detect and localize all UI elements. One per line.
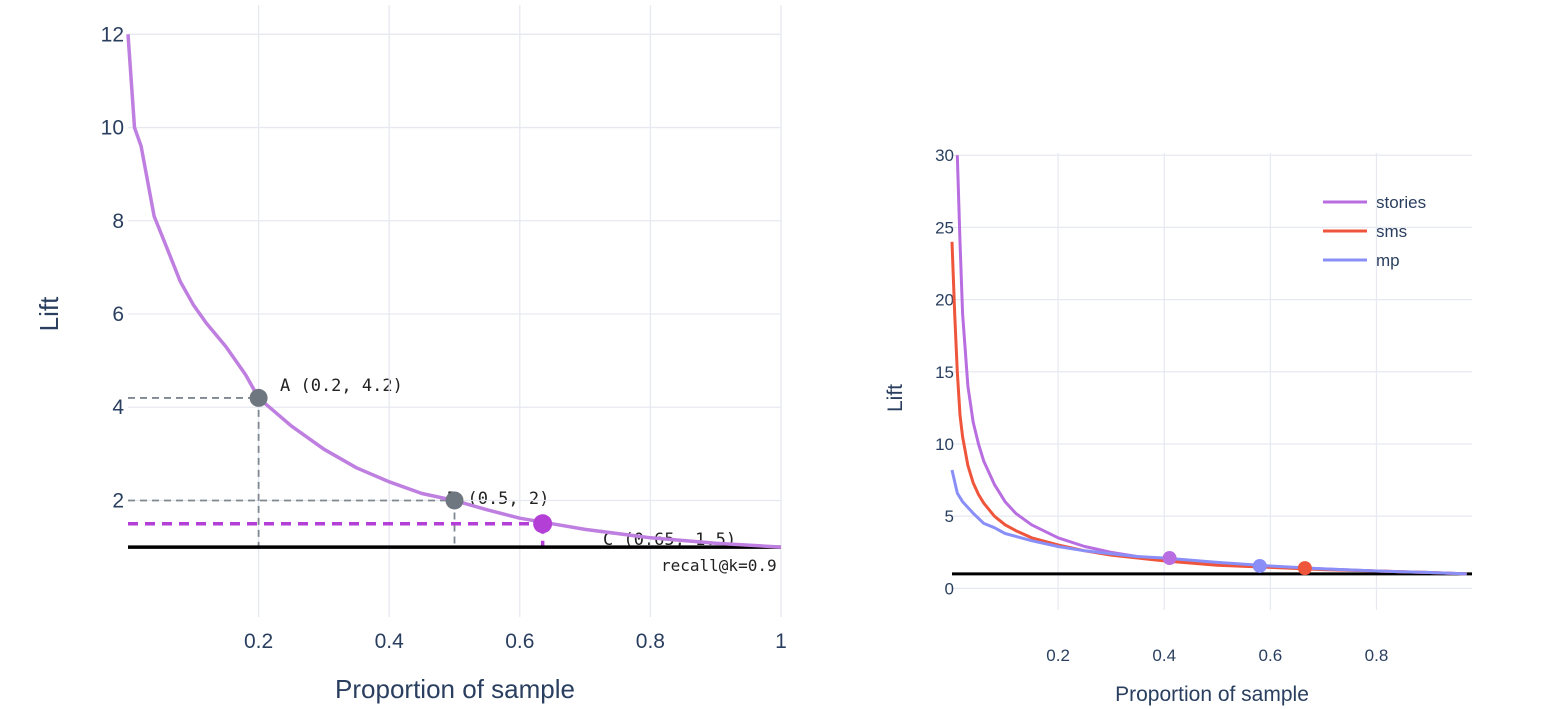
left-x-tick-label: 0.2: [244, 630, 273, 653]
right-y-tick-label: 10: [935, 435, 954, 454]
right-y-tick-label: 0: [945, 579, 954, 598]
left-y-tick-label: 12: [101, 23, 124, 46]
right-plot: 0.2 0.4 0.6 0.8 0 5 10 15 20 25 30: [935, 146, 1472, 665]
right-y-tick-label: 5: [945, 507, 954, 526]
recall-annotation: recall@k=0.9: [661, 556, 777, 575]
series-marker-sms: [1297, 561, 1312, 576]
left-x-tick-label: 0.4: [375, 630, 405, 653]
legend-label-mp[interactable]: mp: [1376, 251, 1400, 270]
lift-curve: [126, 34, 782, 549]
right-x-tick-label: 0.2: [1046, 646, 1070, 665]
point-marker: [249, 388, 268, 407]
right-x-tick-label: 0.4: [1152, 646, 1176, 665]
right-y-tick-label: 30: [935, 146, 954, 165]
right-y-tick-label: 15: [935, 363, 954, 382]
legend-label-stories[interactable]: stories: [1376, 193, 1426, 212]
left-y-tick-label: 4: [112, 396, 124, 419]
right-y-tick-label: 20: [935, 291, 954, 310]
left-x-axis-label: Proportion of sample: [335, 674, 575, 704]
point-a-label: A (0.2, 4.2): [280, 376, 403, 396]
series-line-stories: [955, 155, 1467, 576]
left-y-tick-label: 2: [112, 489, 124, 512]
legend-label-sms[interactable]: sms: [1376, 222, 1407, 241]
left-y-tick-label: 10: [101, 117, 124, 140]
right-x-tick-label: 0.6: [1259, 646, 1283, 665]
highlight-marker: [533, 514, 553, 534]
left-x-tick-label: 1: [775, 630, 787, 653]
point-marker: [445, 491, 464, 510]
right-x-axis-label: Proportion of sample: [1115, 683, 1309, 706]
series-marker-stories: [1162, 551, 1177, 566]
left-x-tick-label: 0.8: [636, 630, 665, 653]
right-y-axis-label: Lift: [884, 384, 907, 412]
right-x-tick-label: 0.8: [1365, 646, 1389, 665]
series-marker-mp: [1252, 558, 1267, 573]
left-y-tick-label: 6: [112, 303, 124, 326]
left-x-tick-label: 0.6: [505, 630, 534, 653]
legend: stories sms mp: [1323, 193, 1426, 270]
series-line-mp: [950, 469, 1467, 576]
left-y-axis-label: Lift: [34, 296, 64, 331]
right-y-tick-label: 25: [935, 218, 954, 237]
left-y-tick-label: 8: [112, 210, 124, 233]
